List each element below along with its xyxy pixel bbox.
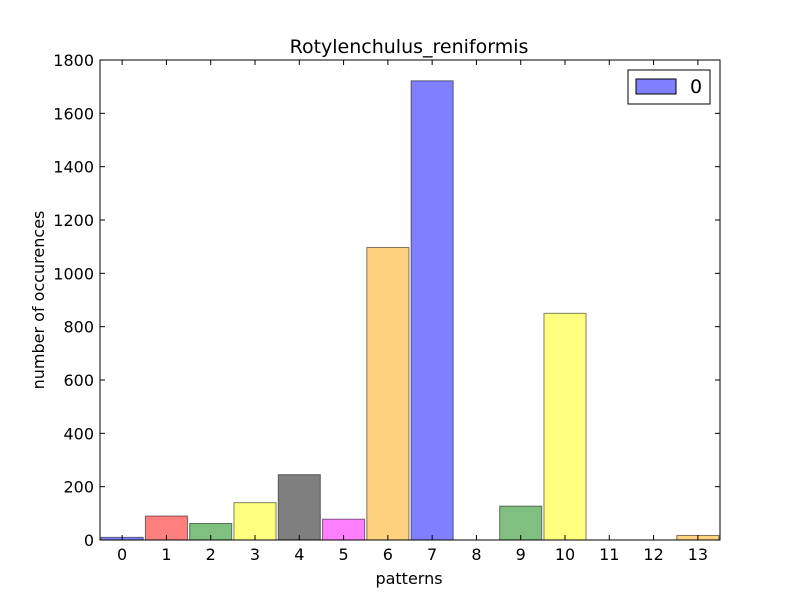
x-tick-label: 4 [294, 545, 304, 564]
legend-swatch [635, 78, 677, 95]
x-tick-label: 8 [471, 545, 481, 564]
y-tick-label: 800 [63, 318, 94, 337]
bar-10 [543, 312, 587, 541]
y-tick-label: 1000 [53, 264, 94, 283]
y-tick-label: 1800 [53, 51, 94, 70]
y-tick-label: 1200 [53, 211, 94, 230]
plot-frame [99, 59, 721, 541]
bar-7 [410, 80, 454, 541]
x-tick-label: 9 [516, 545, 526, 564]
y-tick-label: 200 [63, 478, 94, 497]
bar-6 [366, 246, 410, 541]
x-tick-label: 1 [161, 545, 171, 564]
legend-label: 0 [690, 76, 702, 98]
y-tick-label: 400 [63, 424, 94, 443]
x-axis-ticks: 0 1 2 3 4 5 6 7 8 9 10 11 12 13 [117, 60, 708, 564]
bars-group [100, 80, 720, 541]
legend: 0 [627, 69, 711, 105]
y-axis-label: number of occurences [29, 211, 48, 390]
y-axis-ticks: 0 200 400 600 800 1000 1200 1400 1600 1800 [53, 51, 720, 550]
x-tick-label: 2 [206, 545, 216, 564]
y-tick-label: 1600 [53, 104, 94, 123]
x-tick-label: 5 [338, 545, 348, 564]
x-tick-label: 3 [250, 545, 260, 564]
y-tick-label: 600 [63, 371, 94, 390]
x-tick-label: 12 [643, 545, 663, 564]
bar-4 [277, 474, 321, 541]
bar-1 [144, 515, 188, 541]
x-tick-label: 7 [427, 545, 437, 564]
x-tick-label: 6 [383, 545, 393, 564]
bar-9 [499, 505, 543, 541]
y-tick-label: 1400 [53, 158, 94, 177]
x-tick-label: 13 [688, 545, 708, 564]
bar-3 [233, 502, 277, 541]
x-tick-label: 10 [555, 545, 575, 564]
x-tick-label: 0 [117, 545, 127, 564]
x-axis-label: patterns [375, 569, 442, 588]
chart-title: Rotylenchulus_reniformis [290, 36, 529, 58]
x-tick-label: 11 [599, 545, 619, 564]
y-tick-label: 0 [84, 531, 94, 550]
